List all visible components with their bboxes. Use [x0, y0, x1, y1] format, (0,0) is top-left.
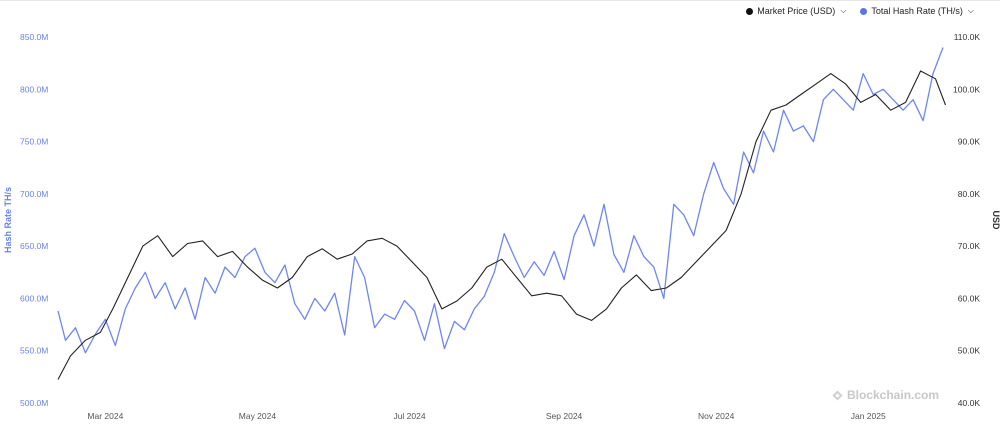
legend-swatch-market-price	[746, 7, 754, 15]
left-tick-label: 750.0M	[20, 137, 48, 147]
market-price-line	[57, 70, 947, 380]
watermark: Blockchain.com	[832, 388, 939, 402]
left-tick-label: 800.0M	[20, 84, 48, 94]
right-axis: 40.0K 50.0K 60.0K 70.0K 80.0K 90.0K 100.0K 110.…	[953, 32, 980, 408]
x-tick-label: Jul 2024	[393, 411, 425, 421]
hash-rate-line	[57, 47, 944, 354]
right-tick-label: 80.0K	[958, 189, 981, 199]
left-tick-label: 550.0M	[20, 346, 48, 356]
left-tick-label: 500.0M	[20, 398, 48, 408]
top-divider	[0, 0, 1000, 1]
left-tick-label: 600.0M	[20, 293, 48, 303]
blockchain-logo-icon	[832, 389, 843, 401]
right-tick-label: 70.0K	[958, 241, 981, 251]
x-tick-label: Nov 2024	[698, 411, 735, 421]
legend-item-market-price[interactable]: Market Price (USD) ⌵	[746, 6, 846, 16]
left-tick-label: 650.0M	[20, 241, 48, 251]
watermark-text: Blockchain.com	[847, 388, 940, 402]
chevron-down-icon[interactable]: ⌵	[967, 6, 974, 15]
legend-label-market-price: Market Price (USD)	[757, 6, 836, 16]
x-tick-label: Sep 2024	[546, 411, 583, 421]
series-layer	[57, 47, 947, 380]
x-tick-label: May 2024	[239, 411, 277, 421]
left-tick-label: 850.0M	[20, 32, 48, 42]
right-tick-label: 60.0K	[958, 293, 981, 303]
left-tick-label: 700.0M	[20, 189, 48, 199]
right-tick-label: 50.0K	[958, 346, 981, 356]
right-tick-label: 90.0K	[958, 137, 981, 147]
x-tick-label: Mar 2024	[87, 411, 123, 421]
chart-legend: Market Price (USD) ⌵ Total Hash Rate (TH…	[746, 6, 974, 16]
left-axis: 500.0M 550.0M 600.0M 650.0M 700.0M 750.0M 800.…	[20, 32, 48, 408]
right-tick-label: 40.0K	[958, 398, 981, 408]
right-axis-title: USD	[991, 210, 1000, 230]
x-axis: Mar 2024 May 2024 Jul 2024 Sep 2024 Nov 2024…	[87, 411, 886, 421]
legend-item-hash-rate[interactable]: Total Hash Rate (TH/s) ⌵	[860, 6, 974, 16]
right-tick-label: 110.0K	[954, 32, 981, 42]
legend-label-hash-rate: Total Hash Rate (TH/s)	[871, 6, 963, 16]
chevron-down-icon[interactable]: ⌵	[840, 6, 847, 15]
right-tick-label: 100.0K	[953, 84, 980, 94]
x-tick-label: Jan 2025	[851, 411, 886, 421]
legend-swatch-hash-rate	[860, 7, 868, 15]
left-axis-title: Hash Rate TH/s	[3, 187, 13, 253]
